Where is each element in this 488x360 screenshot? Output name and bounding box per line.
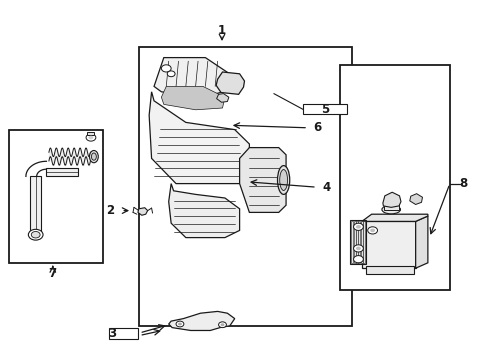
Polygon shape [415, 216, 427, 268]
Ellipse shape [89, 150, 98, 163]
Bar [361, 221, 415, 268]
Polygon shape [168, 311, 234, 330]
Circle shape [176, 321, 183, 327]
Bar [87, 132, 94, 135]
Circle shape [353, 256, 363, 263]
Circle shape [161, 65, 171, 72]
Text: 8: 8 [459, 177, 467, 190]
Text: 7: 7 [49, 267, 57, 280]
Text: 5: 5 [321, 103, 328, 116]
Bar [353, 221, 355, 263]
Polygon shape [409, 194, 422, 204]
Bar [303, 104, 346, 114]
Polygon shape [168, 184, 239, 238]
Bar [108, 328, 138, 339]
Circle shape [88, 136, 93, 139]
Text: 2: 2 [106, 204, 114, 217]
Ellipse shape [91, 153, 96, 160]
Bar [350, 221, 352, 263]
Bar [358, 221, 360, 263]
Polygon shape [138, 208, 147, 215]
Circle shape [86, 134, 96, 141]
Circle shape [355, 225, 360, 229]
Circle shape [369, 229, 374, 232]
Ellipse shape [381, 205, 400, 214]
Circle shape [167, 71, 175, 77]
Circle shape [355, 247, 360, 250]
Text: 3: 3 [108, 327, 117, 340]
Bar [139, 47, 351, 326]
Polygon shape [361, 214, 427, 221]
Circle shape [367, 227, 377, 234]
Ellipse shape [279, 170, 287, 190]
Bar [363, 221, 365, 263]
Polygon shape [216, 72, 244, 94]
Bar [9, 130, 102, 263]
Bar [365, 266, 413, 274]
Circle shape [218, 322, 226, 328]
Polygon shape [161, 86, 224, 110]
Polygon shape [149, 92, 249, 184]
Circle shape [31, 231, 40, 238]
Polygon shape [154, 58, 232, 97]
Polygon shape [239, 148, 285, 212]
Text: 1: 1 [218, 24, 225, 37]
Bar [30, 176, 41, 234]
Text: 6: 6 [312, 121, 321, 134]
Polygon shape [382, 192, 400, 207]
Bar [349, 220, 365, 264]
Bar [383, 203, 398, 210]
Circle shape [353, 223, 363, 230]
Circle shape [220, 323, 224, 326]
Circle shape [353, 245, 363, 252]
Bar [360, 221, 362, 263]
Circle shape [178, 323, 182, 325]
Ellipse shape [277, 166, 289, 194]
Bar [339, 65, 449, 290]
Bar [46, 168, 78, 176]
Bar [355, 221, 357, 263]
Text: 4: 4 [322, 181, 330, 194]
Polygon shape [216, 94, 228, 102]
Circle shape [28, 229, 43, 240]
